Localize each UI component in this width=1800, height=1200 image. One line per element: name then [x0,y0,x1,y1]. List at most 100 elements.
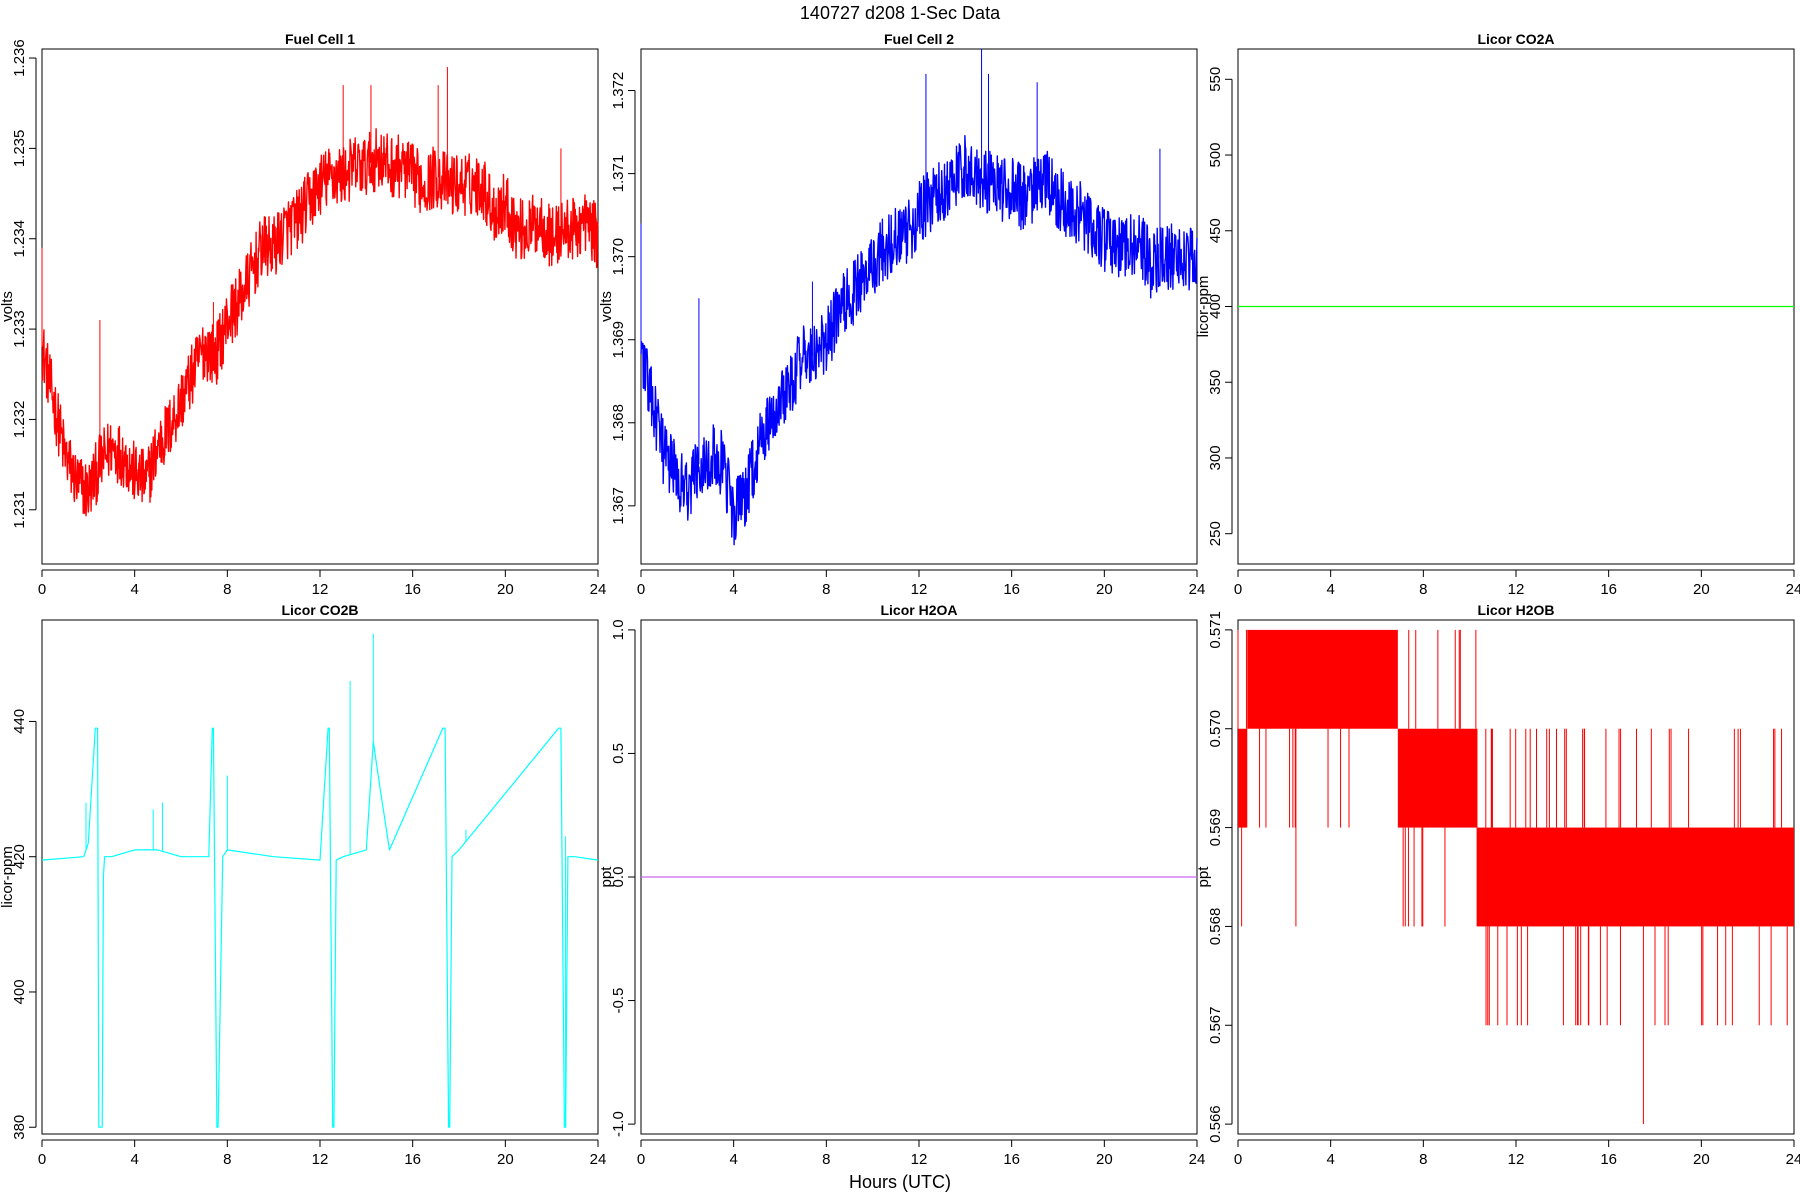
x-tick-label: 24 [1786,581,1800,598]
y-tick-label: 500 [1207,143,1224,168]
y-tick-label: 350 [1207,370,1224,395]
panel-title: Licor H2OA [880,602,957,618]
x-tick-label: 16 [1600,1151,1617,1168]
x-tick-label: 4 [130,1151,138,1168]
plot-frame [640,48,1198,565]
y-tick-label: 1.231 [11,491,28,529]
y-tick-label: 1.372 [610,72,627,110]
x-tick-label: 20 [497,581,514,598]
x-tick-label: 12 [911,581,928,598]
y-tick-label: 0.570 [1207,710,1224,748]
x-tick-label: 12 [312,581,329,598]
x-tick-label: 8 [1419,1151,1427,1168]
y-tick-label: 1.367 [610,487,627,525]
x-tick-label: 4 [130,581,138,598]
y-tick-label: 420 [11,844,28,869]
y-tick-label: 0.571 [1207,611,1224,649]
x-tick-label: 0 [637,581,645,598]
x-tick-label: 12 [911,1151,928,1168]
x-tick-label: 0 [38,581,46,598]
y-tick-label: 250 [1207,521,1224,546]
x-tick-label: 20 [1693,581,1710,598]
x-tick-label: 20 [497,1151,514,1168]
panel-title: Licor CO2B [281,602,358,618]
y-tick-label: 400 [11,979,28,1004]
x-tick-label: 8 [822,1151,830,1168]
panel-title: Fuel Cell 2 [884,31,954,47]
y-axis-label: licor-ppm [0,846,16,908]
x-tick-label: 8 [223,581,231,598]
y-tick-label: 1.369 [610,321,627,359]
x-tick-label: 16 [1003,581,1020,598]
x-tick-label: 0 [1234,581,1242,598]
y-tick-label: 0.569 [1207,809,1224,847]
y-axis-label: volts [0,291,16,322]
value-band [1397,728,1477,828]
series-fuel-cell-2 [640,49,1198,546]
series-fuel-cell-1 [41,67,599,517]
series-licor-co2b [41,633,599,1128]
figure-xlabel: Hours (UTC) [849,1172,951,1192]
y-axis-label: volts [598,291,615,322]
x-tick-label: 24 [590,1151,607,1168]
value-band [1476,827,1794,927]
x-tick-label: 24 [590,581,607,598]
x-tick-label: 20 [1693,1151,1710,1168]
x-tick-label: 12 [312,1151,329,1168]
x-tick-label: 0 [637,1151,645,1168]
series-line [41,127,599,517]
plot-frame [41,48,599,565]
x-tick-label: 8 [223,1151,231,1168]
x-tick-label: 20 [1096,581,1113,598]
y-tick-label: -1.0 [610,1111,627,1137]
y-tick-label: 1.0 [610,619,627,640]
panel-licor-h2oa: Licor H2OA ppt 0 4 8 12 16 20 24 -1.0 -0.5 0.0 0.5… [598,602,1205,1168]
x-tick-label: 16 [1600,581,1617,598]
y-tick-label: 440 [11,709,28,734]
y-tick-label: 0.5 [610,743,627,764]
y-axis-label: licor-ppm [1195,276,1212,338]
y-tick-label: 1.370 [610,238,627,276]
y-tick-label: 0.566 [1207,1105,1224,1143]
panel-fuel-cell-1: Fuel Cell 1 volts 0 4 8 12 16 20 24 1.231 1.232 1… [0,31,606,598]
panel-licor-co2a: Licor CO2A licor-ppm 0 4 8 12 16 20 24 250 300 35… [1195,31,1800,598]
series-line [640,134,1198,546]
x-tick-label: 24 [1786,1151,1800,1168]
panel-fuel-cell-2: Fuel Cell 2 volts 0 4 8 12 16 20 24 1.367 1.368 1… [598,31,1205,598]
y-tick-label: 300 [1207,445,1224,470]
x-tick-label: 24 [1189,1151,1206,1168]
panel-title: Fuel Cell 1 [285,31,355,47]
y-tick-label: 1.236 [11,39,28,77]
y-tick-label: 0.567 [1207,1006,1224,1044]
x-tick-label: 8 [822,581,830,598]
y-tick-label: 1.232 [11,401,28,439]
y-tick-label: 450 [1207,218,1224,243]
x-tick-label: 4 [1326,581,1334,598]
y-tick-label: 1.234 [11,220,28,258]
y-tick-label: 1.368 [610,404,627,442]
x-tick-label: 16 [404,581,421,598]
y-tick-label: 1.233 [11,310,28,348]
x-tick-label: 20 [1096,1151,1113,1168]
x-tick-label: 16 [404,1151,421,1168]
y-tick-label: 0.568 [1207,908,1224,946]
x-tick-label: 4 [1326,1151,1334,1168]
y-tick-label: 550 [1207,67,1224,92]
x-tick-label: 24 [1189,581,1206,598]
x-tick-label: 12 [1508,581,1525,598]
value-band [1247,629,1398,729]
panel-licor-co2b: Licor CO2B licor-ppm 0 4 8 12 16 20 24 380 400 42… [0,602,606,1168]
y-tick-label: 1.235 [11,130,28,168]
x-tick-label: 0 [1234,1151,1242,1168]
x-tick-label: 4 [729,581,737,598]
y-tick-label: 0.0 [610,867,627,888]
y-tick-label: 400 [1207,294,1224,319]
y-tick-label: 1.371 [610,155,627,193]
value-band [1238,728,1248,828]
x-tick-label: 4 [729,1151,737,1168]
panel-title: Licor H2OB [1477,602,1554,618]
x-tick-label: 8 [1419,581,1427,598]
plot-frame [41,619,599,1135]
x-tick-label: 0 [38,1151,46,1168]
